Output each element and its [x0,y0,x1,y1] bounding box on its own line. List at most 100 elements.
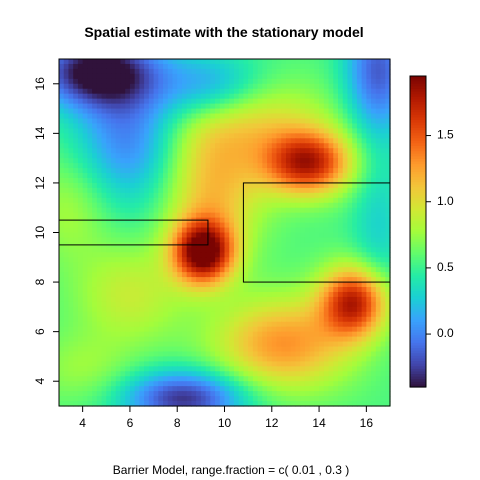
heatmap-cell [281,376,287,382]
heatmap-cell [82,118,88,125]
heatmap-cell [267,361,273,367]
heatmap-cell [371,287,377,293]
heatmap-cell [181,331,188,338]
heatmap-cell [238,173,245,179]
heatmap-cell [92,118,98,125]
heatmap-cell [120,93,126,100]
heatmap-cell [153,103,159,110]
heatmap-cell [229,133,235,139]
heatmap-cell [314,376,320,382]
heatmap-cell [285,262,292,268]
heatmap-cell [148,376,155,382]
heatmap-cell [139,163,145,169]
heatmap-cell [347,391,353,397]
heatmap-cell [309,356,315,362]
heatmap-cell [158,192,164,199]
heatmap-cell [200,316,207,323]
heatmap-cell [120,277,126,283]
heatmap-cell [285,242,292,248]
heatmap-cell [115,326,122,333]
heatmap-cell [106,98,112,105]
heatmap-cell [319,277,325,283]
heatmap-cell [148,291,155,298]
heatmap-cell [158,59,164,65]
heatmap-cell [63,187,70,194]
heatmap-cell [106,133,112,139]
heatmap-cell [248,187,254,194]
heatmap-cell [111,158,117,164]
heatmap-cell [356,341,363,348]
heatmap-cell [87,93,93,100]
heatmap-cell [181,177,188,184]
heatmap-cell [248,148,254,154]
heatmap-cell [101,128,107,134]
heatmap-cell [163,128,169,134]
heatmap-cell [120,133,126,139]
heatmap-cell [163,336,169,343]
heatmap-cell [285,217,292,224]
heatmap-cell [309,396,315,402]
heatmap-cell [285,316,292,323]
heatmap-cell [337,282,344,288]
heatmap-cell [276,401,282,407]
heatmap-cell [167,331,174,338]
heatmap-cell [111,356,117,362]
heatmap-cell [314,232,320,239]
heatmap-cell [309,361,315,367]
heatmap-cell [262,326,268,333]
heatmap-cell [333,222,339,229]
heatmap-cell [309,88,315,95]
heatmap-cell [281,202,287,209]
heatmap-cell [319,351,325,358]
heatmap-cell [238,331,245,338]
heatmap-cell [177,187,183,194]
heatmap-cell [347,321,353,328]
heatmap-cell [172,93,178,100]
heatmap-cell [243,88,249,95]
heatmap-cell [63,153,70,159]
heatmap-cell [68,63,74,70]
heatmap-cell [125,252,131,258]
heatmap-cell [267,187,273,194]
heatmap-cell [342,192,349,199]
heatmap-cell [271,182,278,189]
heatmap-cell [186,287,192,293]
heatmap-cell [92,202,98,209]
heatmap-cell [229,267,235,273]
heatmap-cell [267,108,273,115]
heatmap-cell [115,173,122,179]
heatmap-cell [59,252,65,258]
heatmap-cell [243,192,249,199]
heatmap-cell [342,163,349,169]
heatmap-cell [337,63,344,70]
heatmap-cell [361,396,367,402]
heatmap-cell [276,366,282,372]
heatmap-cell [125,73,131,80]
heatmap-cell [304,177,311,184]
heatmap-cell [200,247,207,253]
heatmap-cell [101,68,107,75]
heatmap-cell [361,182,367,189]
heatmap-cell [252,381,259,387]
heatmap-cell [205,341,211,348]
heatmap-cell [366,232,372,239]
heatmap-cell [361,148,367,154]
heatmap-cell [177,143,183,149]
heatmap-cell [243,282,249,288]
heatmap-cell [356,192,363,199]
heatmap-cell [233,356,240,362]
heatmap-cell [333,361,339,367]
heatmap-cell [380,311,386,318]
heatmap-cell [172,247,178,253]
heatmap-cell [120,351,126,358]
heatmap-cell [63,192,70,199]
heatmap-cell [385,301,391,308]
heatmap-cell [219,371,226,377]
heatmap-cell [68,163,74,169]
heatmap-cell [186,123,192,129]
heatmap-cell [262,168,268,174]
heatmap-cell [120,346,126,353]
heatmap-cell [252,306,259,313]
heatmap-cell [101,277,107,283]
heatmap-cell [205,262,211,268]
